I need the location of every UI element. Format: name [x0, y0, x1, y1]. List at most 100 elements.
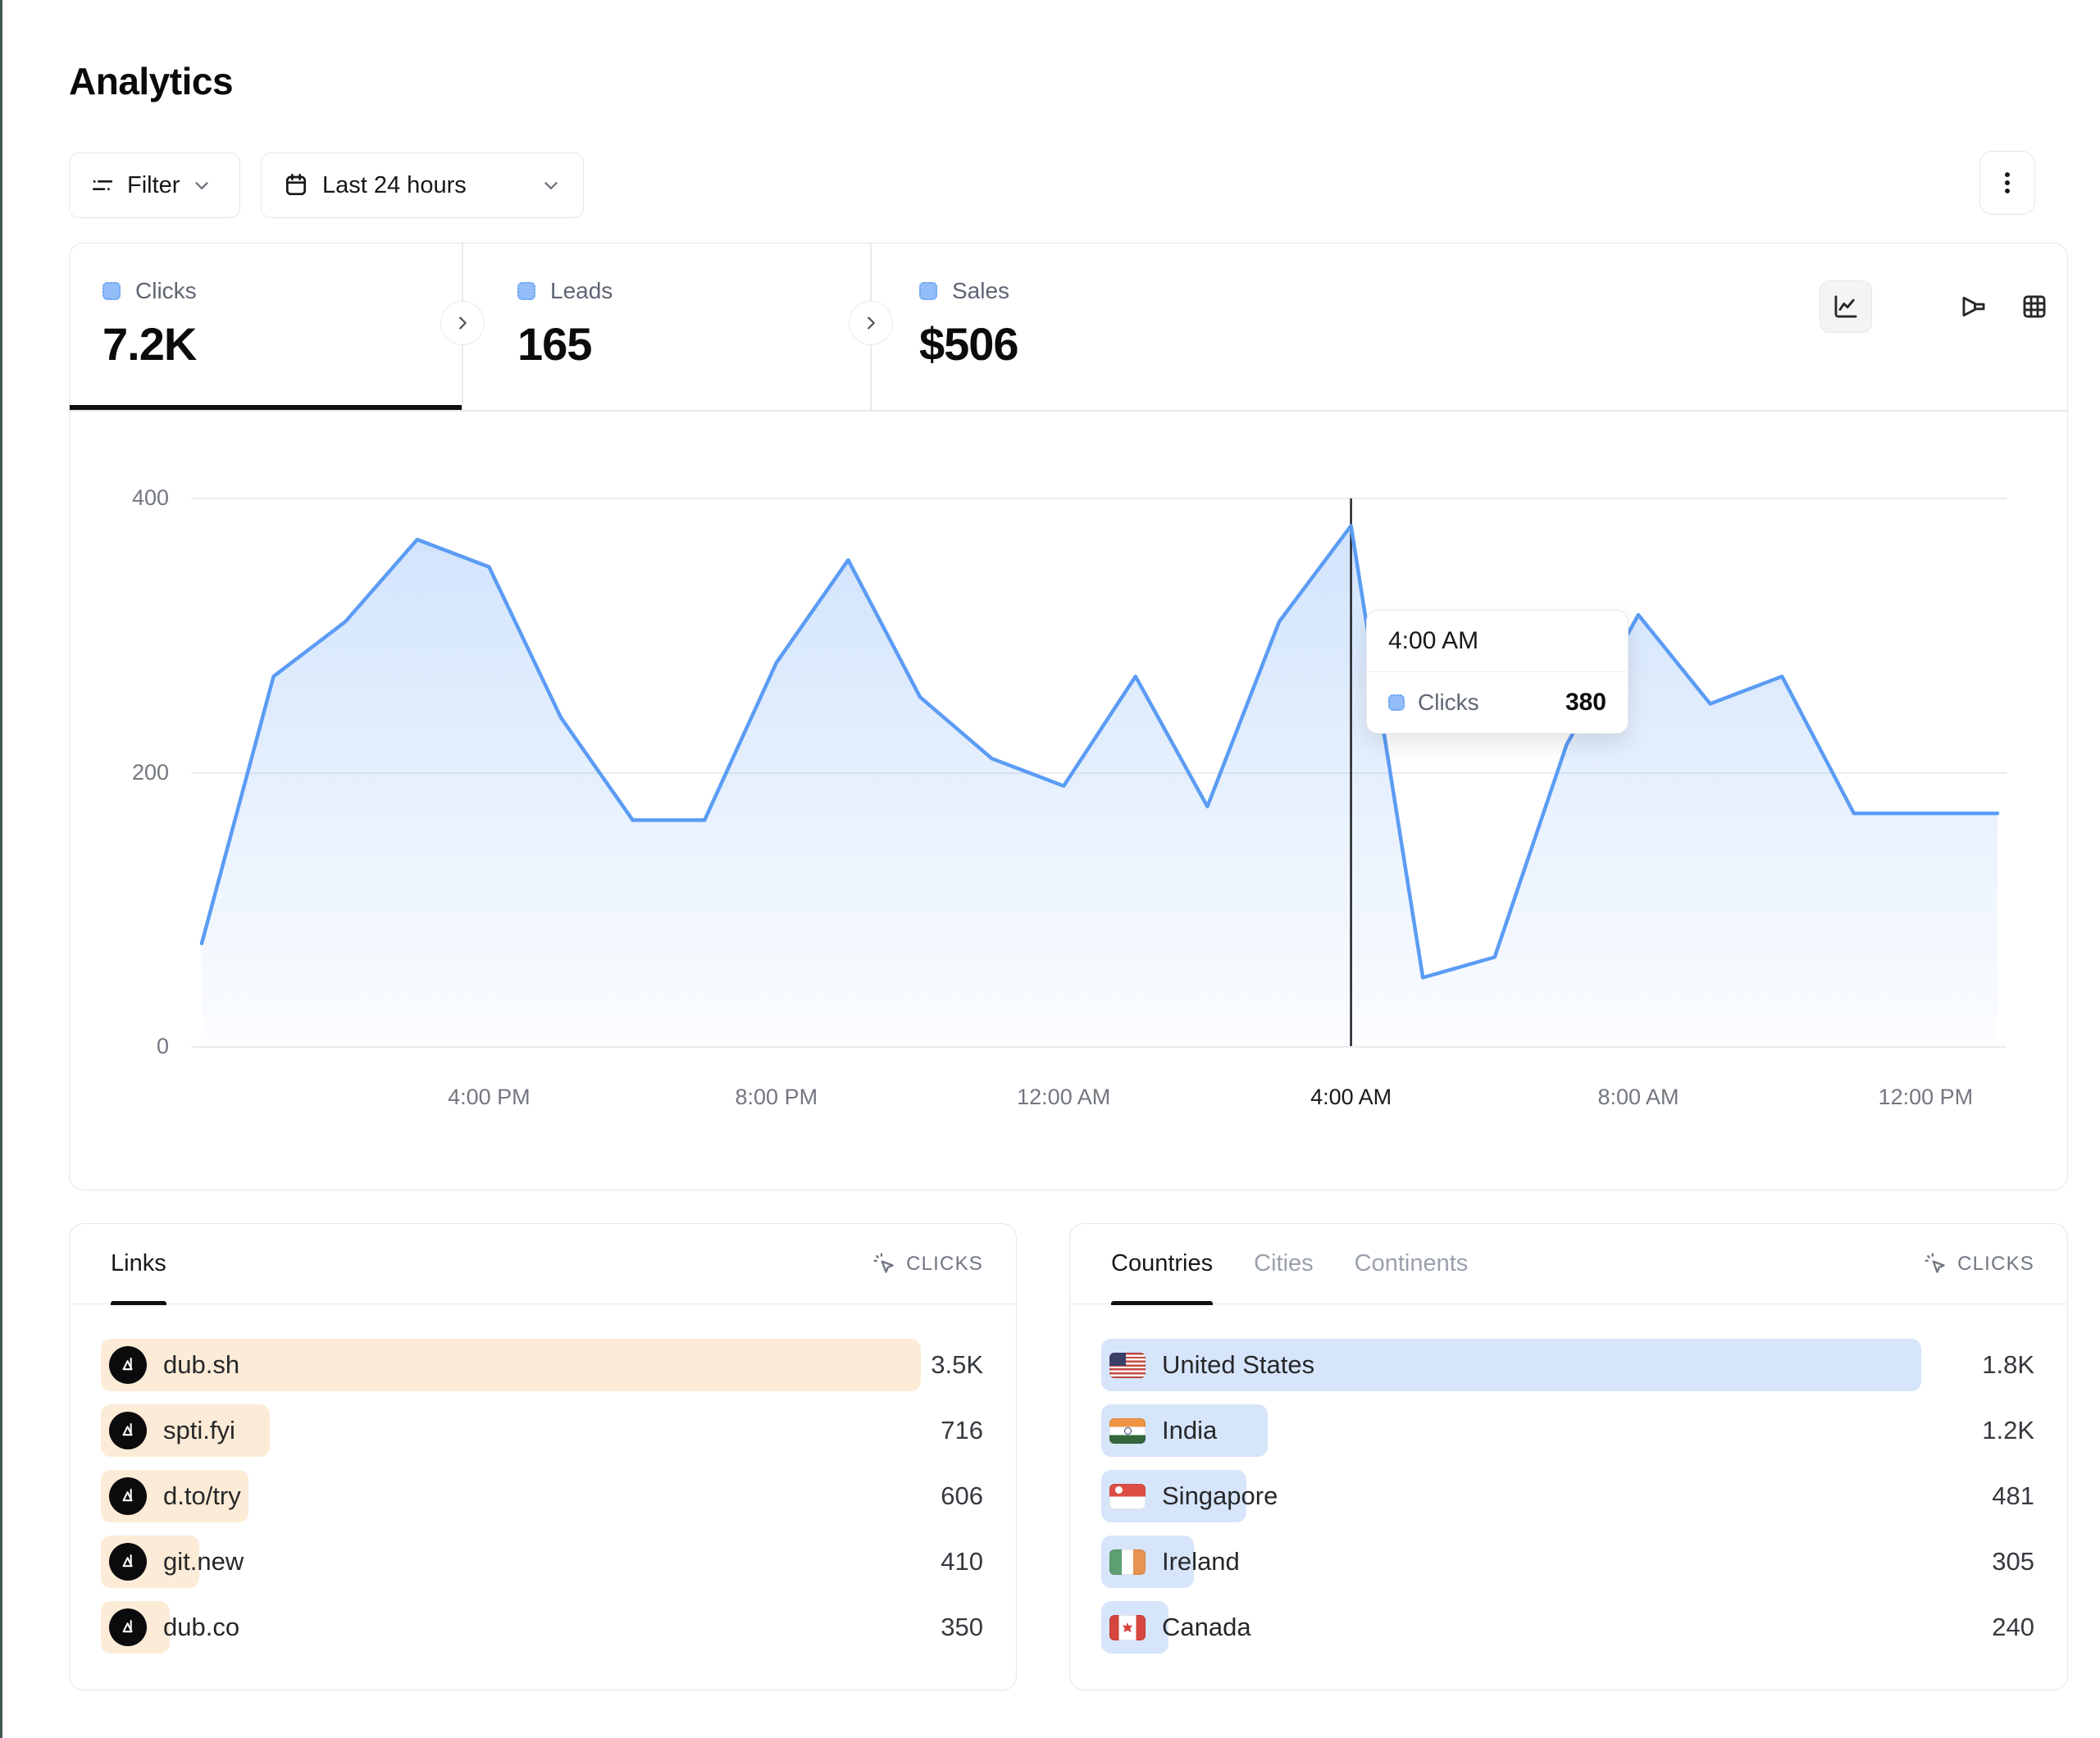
usage-bar	[101, 1339, 921, 1391]
link-row[interactable]: spti.fyi 716	[101, 1404, 983, 1457]
line-chart-view-button[interactable]	[1820, 280, 1872, 333]
stat-tab-leads[interactable]: Leads 165	[517, 243, 837, 410]
geo-metric-label: CLICKS	[1957, 1252, 2034, 1275]
stat-label: Sales	[952, 278, 1010, 303]
chart-line	[199, 524, 2000, 980]
funnel-view-button[interactable]	[1947, 280, 2000, 333]
date-range-label: Last 24 hours	[322, 171, 467, 198]
row-label: spti.fyi	[163, 1416, 235, 1445]
tab-cities[interactable]: Cities	[1254, 1250, 1314, 1276]
geo-metric-selector[interactable]: CLICKS	[1925, 1253, 2034, 1276]
tab-countries[interactable]: Countries	[1111, 1224, 1214, 1305]
row-label: dub.sh	[163, 1350, 240, 1379]
row-value: 240	[1992, 1613, 2034, 1641]
tab-links[interactable]: Links	[111, 1224, 166, 1305]
geo-rows: United States 1.8K India 1.2K Singapore 481 Ir…	[1070, 1304, 2067, 1654]
stat-value: 165	[517, 318, 592, 370]
clicks-area-chart[interactable]	[199, 493, 2000, 1067]
link-row[interactable]: dub.sh 3.5K	[101, 1339, 983, 1391]
country-row[interactable]: India 1.2K	[1101, 1404, 2034, 1457]
y-axis-tick: 200	[131, 760, 169, 785]
sales-legend-swatch	[919, 282, 937, 300]
gridline-400	[191, 498, 2007, 499]
links-rows: dub.sh 3.5K spti.fyi 716 d.to/try 606 git.new 4…	[70, 1304, 1016, 1654]
y-axis-tick: 0	[156, 1034, 169, 1058]
row-value: 481	[1992, 1481, 2034, 1510]
stats-header-divider	[70, 410, 2067, 412]
row-label: Singapore	[1162, 1481, 1278, 1510]
geo-panel: Countries Cities Continents CLICKS Unite…	[1069, 1223, 2068, 1690]
row-value: 305	[1992, 1547, 2034, 1576]
link-favicon	[109, 1543, 147, 1581]
analytics-card: Clicks 7.2K Leads 165 Sales $506	[69, 243, 2068, 1190]
stat-tab-sales[interactable]: Sales $506	[919, 243, 1264, 410]
table-grid-icon	[2023, 295, 2046, 318]
country-row[interactable]: Singapore 481	[1101, 1470, 2034, 1522]
link-favicon	[109, 1412, 147, 1449]
link-favicon	[109, 1608, 147, 1646]
row-value: 606	[941, 1481, 983, 1510]
link-favicon	[109, 1346, 147, 1384]
tooltip-time: 4:00 AM	[1367, 611, 1628, 672]
row-label: Ireland	[1162, 1547, 1240, 1576]
tooltip-series-label: Clicks	[1418, 689, 1479, 715]
ca-flag-icon	[1109, 1614, 1146, 1640]
filter-button[interactable]: Filter	[69, 152, 240, 218]
link-row[interactable]: dub.co 350	[101, 1601, 983, 1654]
x-axis-tick: 8:00 AM	[1597, 1085, 1679, 1109]
cursor-click-icon	[873, 1252, 894, 1273]
chevron-down-icon	[191, 175, 212, 196]
row-value: 410	[941, 1547, 983, 1576]
x-axis-tick: 4:00 PM	[448, 1085, 531, 1109]
sg-flag-icon	[1109, 1483, 1146, 1509]
tab-continents[interactable]: Continents	[1354, 1250, 1469, 1276]
cursor-click-icon	[1925, 1252, 1945, 1273]
row-label: United States	[1162, 1350, 1315, 1379]
row-value: 1.2K	[1982, 1416, 2034, 1445]
country-row[interactable]: United States 1.8K	[1101, 1339, 2034, 1391]
active-stat-underline	[70, 405, 462, 410]
kebab-menu-icon	[1993, 169, 2021, 197]
links-panel-header: Links CLICKS	[70, 1224, 1016, 1305]
link-row[interactable]: git.new 410	[101, 1536, 983, 1588]
y-axis-tick: 400	[131, 485, 169, 510]
calendar-icon	[283, 172, 309, 198]
table-view-button[interactable]	[2008, 280, 2061, 333]
link-row[interactable]: d.to/try 606	[101, 1470, 983, 1522]
expand-clicks-chevron-button[interactable]	[440, 301, 485, 345]
country-row[interactable]: Ireland 305	[1101, 1536, 2034, 1588]
chart-tooltip: 4:00 AM Clicks 380	[1366, 610, 1629, 734]
stat-value: $506	[919, 318, 1019, 370]
expand-leads-chevron-button[interactable]	[849, 301, 893, 345]
row-value: 3.5K	[931, 1350, 983, 1379]
gridline-0	[191, 1046, 2007, 1048]
chart-area-fill	[202, 525, 1998, 1046]
stat-label: Clicks	[135, 278, 197, 303]
links-metric-selector[interactable]: CLICKS	[873, 1253, 983, 1276]
country-row[interactable]: Canada 240	[1101, 1601, 2034, 1654]
links-panel: Links CLICKS dub.sh 3.5K spti.fyi 716 d.to/t…	[69, 1223, 1017, 1690]
date-range-button[interactable]: Last 24 hours	[261, 152, 584, 218]
geo-panel-header: Countries Cities Continents CLICKS	[1070, 1224, 2067, 1305]
chevron-down-icon	[540, 175, 562, 196]
stat-tab-clicks[interactable]: Clicks 7.2K	[102, 243, 462, 410]
row-value: 350	[941, 1613, 983, 1641]
funnel-icon	[1962, 296, 1985, 317]
tooltip-value: 380	[1565, 689, 1606, 716]
usage-bar	[1101, 1339, 1921, 1391]
stat-label: Leads	[550, 278, 613, 303]
page-title: Analytics	[69, 60, 234, 102]
more-menu-button[interactable]	[1979, 151, 2035, 215]
row-value: 716	[941, 1416, 983, 1445]
x-axis-tick: 12:00 AM	[1017, 1085, 1111, 1109]
clicks-legend-swatch	[102, 282, 121, 300]
x-axis-tick: 12:00 PM	[1878, 1085, 1974, 1109]
filter-icon	[89, 172, 116, 198]
line-chart-icon	[1834, 295, 1857, 318]
x-axis-tick: 4:00 AM	[1310, 1085, 1392, 1109]
us-flag-icon	[1109, 1352, 1146, 1378]
leads-legend-swatch	[517, 282, 535, 300]
row-label: India	[1162, 1416, 1218, 1445]
link-favicon	[109, 1477, 147, 1515]
